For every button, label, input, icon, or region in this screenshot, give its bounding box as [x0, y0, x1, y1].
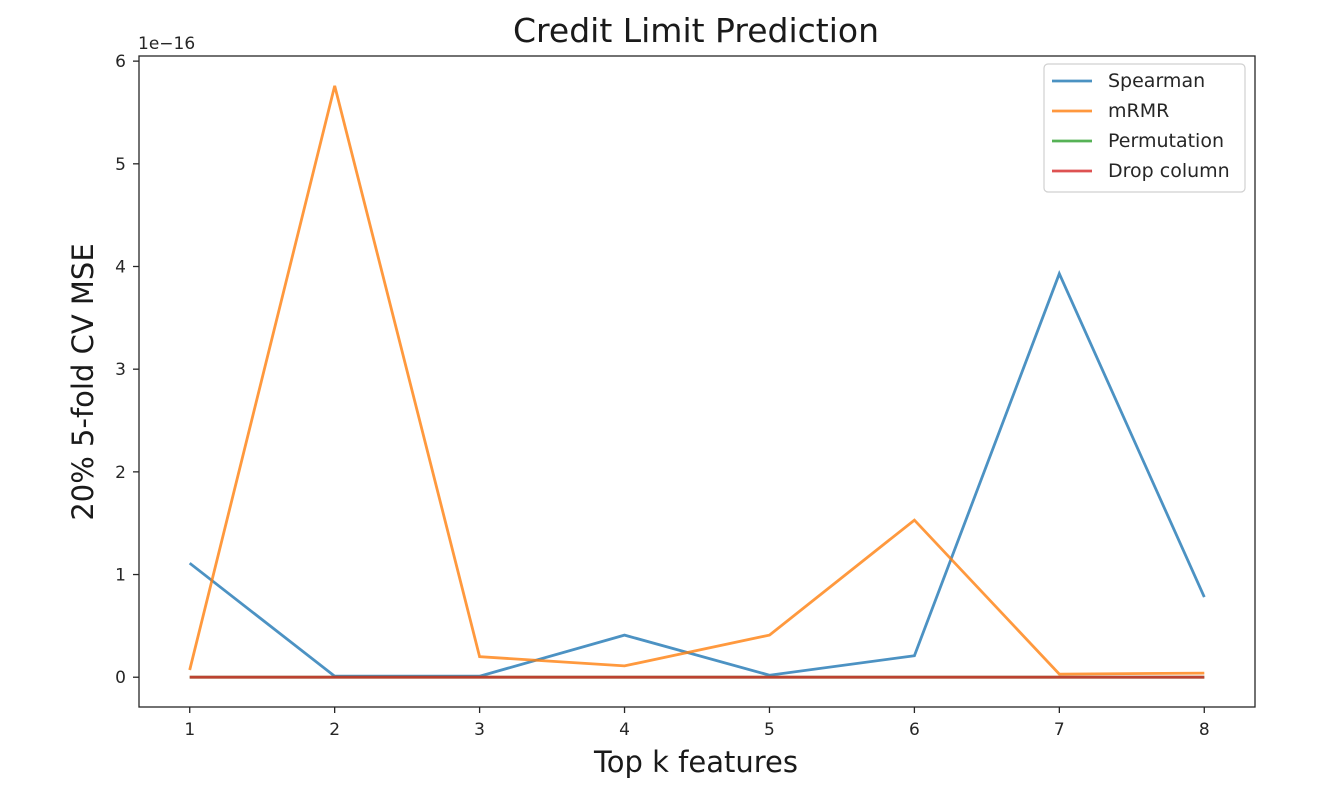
- x-tick-label: 1: [184, 720, 195, 740]
- plot-area: 1 2 3 4 5 6 7 8 0 1 2 3 4 5 6: [115, 52, 1256, 740]
- legend: Spearman mRMR Permutation Drop column: [1043, 63, 1246, 193]
- y-axis-title: 20% 5-fold CV MSE: [66, 243, 100, 520]
- legend-label: Drop column: [1108, 160, 1230, 182]
- x-axis-title: Top k features: [593, 745, 798, 779]
- series-line-spearman: [188, 270, 1206, 678]
- legend-label: mRMR: [1108, 100, 1169, 122]
- y-tick-label: 4: [115, 257, 126, 277]
- legend-box: [1043, 63, 1246, 193]
- y-tick-label: 5: [115, 155, 126, 175]
- y-tick-label: 0: [115, 668, 126, 688]
- y-tick-label: 6: [115, 52, 126, 72]
- y-tick-label: 1: [115, 566, 126, 586]
- legend-label: Permutation: [1108, 130, 1224, 152]
- x-tick-label: 8: [1199, 720, 1210, 740]
- y-tick-label: 2: [115, 463, 126, 483]
- x-tick-label: 7: [1054, 720, 1065, 740]
- x-tick-label: 4: [619, 720, 630, 740]
- y-tick-label: 3: [115, 360, 126, 380]
- series-line-mrmr: [188, 85, 1205, 676]
- plot-frame: [138, 55, 1256, 708]
- chart-title: Credit Limit Prediction: [513, 11, 879, 50]
- x-tick-label: 2: [329, 720, 340, 740]
- legend-label: Spearman: [1108, 70, 1205, 92]
- x-tick-label: 6: [909, 720, 920, 740]
- x-tick-label: 3: [474, 720, 485, 740]
- x-tick-label: 5: [764, 720, 775, 740]
- y-axis-offset-label: 1e−16: [138, 34, 195, 54]
